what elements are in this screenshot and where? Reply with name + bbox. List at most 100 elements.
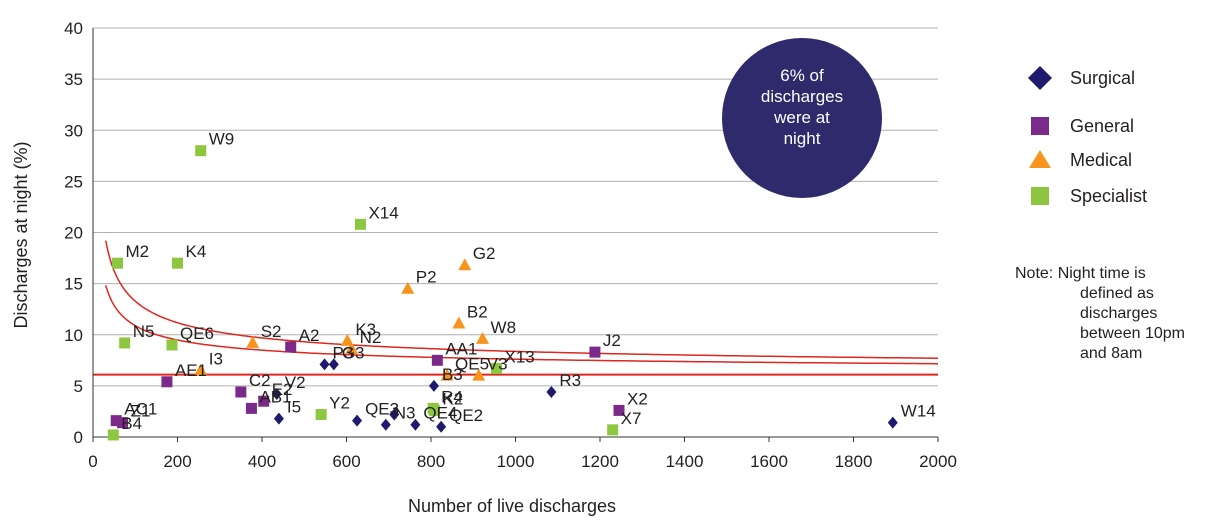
legend-item-general: General [1031,116,1134,136]
legend-diamond-icon [1028,66,1052,90]
bubble-text-line-1: 6% of [780,66,824,85]
point-label-w9: W9 [209,130,235,149]
point-surgical-p3 [319,358,330,371]
point-general-x2 [613,404,625,416]
point-label-n2: N2 [360,328,382,347]
point-label-qe4: QE4 [423,404,457,423]
legend: Surgical General Medical Specialist [1028,66,1147,206]
point-general-j2 [589,346,601,358]
point-label-v3: V3 [487,355,508,374]
point-label-k4: K4 [186,242,207,261]
point-label-aa1: AA1 [445,339,477,358]
point-general-aa1 [431,354,443,366]
point-label-b4: B4 [121,414,142,433]
x-tick-label: 600 [332,452,360,471]
point-label-x2: X2 [627,389,648,408]
point-label-ab1: AB1 [259,387,291,406]
point-label-r3: R3 [559,371,581,390]
summary-bubble: 6% of discharges were at night [722,38,882,198]
point-label-a2: A2 [299,326,320,345]
y-tick-label: 5 [74,377,83,396]
legend-item-surgical: Surgical [1028,66,1135,90]
point-label-r4: R4 [441,387,463,406]
point-label-k3: K3 [355,320,376,339]
point-surgical [389,408,400,421]
point-label-n5: N5 [133,322,155,341]
point-specialist-m2 [112,257,124,269]
point-label-c2: C2 [249,371,271,390]
legend-label-surgical: Surgical [1070,68,1135,88]
point-label-x13: X13 [504,347,534,366]
point-general-z1 [117,417,129,429]
note-line-3: discharges [1080,305,1157,322]
x-tick-label: 1000 [497,452,535,471]
note-line-4: between 10pm [1080,325,1185,342]
x-tick-label: 0 [88,452,97,471]
x-tick-label: 2000 [919,452,957,471]
point-medical-qe5 [440,368,454,381]
x-tick-label: 1400 [666,452,704,471]
x-tick-label: 1600 [750,452,788,471]
y-tick-label: 20 [64,224,83,243]
bubble-text-line-4: night [784,129,821,148]
point-surgical-b3 [428,379,439,392]
point-surgical-w14 [887,416,898,429]
point-medical-v3 [472,368,486,381]
point-label-p3: P3 [333,343,354,362]
legend-square-icon [1031,187,1049,205]
legend-triangle-icon [1029,150,1051,168]
y-tick-label: 10 [64,326,83,345]
point-label-ae1: AE1 [175,361,207,380]
point-label-b3: B3 [442,365,463,384]
point-label-z1: Z1 [131,402,151,421]
point-label-qe2: QE2 [449,406,483,425]
point-specialist-k4 [172,257,183,269]
point-specialist-qe6 [166,339,178,351]
point-label-e2: E2 [272,380,293,399]
footnote: Note: Night time is defined as discharge… [1015,265,1185,362]
point-specialist-y2 [315,409,327,421]
point-general-e2 [258,395,270,407]
point-medical-p2 [401,281,415,294]
legend-label-medical: Medical [1070,150,1132,170]
y-tick-label: 25 [64,172,83,191]
point-general-c2 [235,386,247,398]
point-medical-k3 [340,333,354,346]
point-label-j2: J2 [603,331,621,350]
control-limit-outer [104,240,938,359]
x-axis-title: Number of live discharges [408,496,616,516]
point-surgical-i5 [273,412,284,425]
point-surgical-qe3 [352,414,363,427]
point-surgical-qe2 [436,420,447,433]
legend-label-general: General [1070,116,1134,136]
point-general-a2 [285,341,297,353]
point-label-i3: I3 [209,350,223,369]
point-surgical-g3 [328,358,339,371]
point-label-k2: K2 [442,389,463,408]
x-tick-label: 800 [417,452,445,471]
y-tick-label: 0 [74,428,83,447]
point-general-ac1 [110,415,122,427]
point-label-g3: G3 [342,343,365,362]
summary-bubble-circle [722,38,882,198]
data-points [107,145,898,441]
control-limit-inner [104,285,938,365]
point-label-m2: M2 [126,242,150,261]
point-medical-b2 [452,316,466,329]
point-medical-i3 [194,363,208,376]
point-specialist-w9 [195,145,207,157]
point-label-p2: P2 [416,268,437,287]
point-label-x7: X7 [621,409,642,428]
point-surgical-n3 [380,418,391,431]
y-tick-label: 15 [64,275,83,294]
point-medical-n2 [345,342,359,355]
y-axis-title: Discharges at night (%) [11,141,31,328]
point-specialist-x14 [354,218,366,230]
note-line-2: defined as [1080,285,1154,302]
y-tick-label: 40 [64,19,83,38]
point-label-qe6: QE6 [180,324,214,343]
point-specialist-n5 [119,337,131,349]
point-label-n3: N3 [394,404,416,423]
